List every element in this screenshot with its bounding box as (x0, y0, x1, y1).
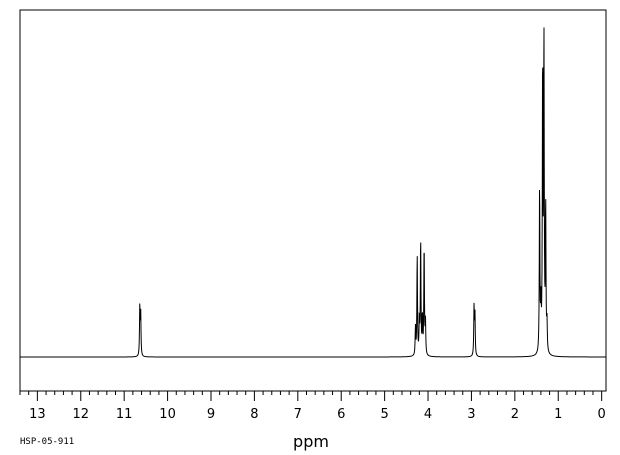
spectrum-id-label: HSP-05-911 (20, 437, 74, 447)
x-tick-label: 10 (159, 407, 176, 422)
x-tick-label: 1 (554, 407, 562, 422)
x-tick-label: 8 (250, 407, 258, 422)
plot-frame (19, 9, 607, 392)
x-tick-label: 6 (337, 407, 345, 422)
x-tick-label: 13 (29, 407, 46, 422)
x-tick-label: 12 (72, 407, 89, 422)
x-tick-label: 11 (116, 407, 133, 422)
x-tick-label: 5 (380, 407, 388, 422)
x-axis-label: ppm (293, 432, 329, 451)
x-tick-label: 4 (424, 407, 432, 422)
x-tick-label: 9 (207, 407, 215, 422)
x-tick-label: 2 (511, 407, 519, 422)
x-tick-label: 3 (467, 407, 475, 422)
spectrum-trace (20, 27, 606, 358)
x-tick-label: 7 (294, 407, 302, 422)
x-tick-label: 0 (598, 407, 606, 422)
x-axis: 13 12 11 10 9 8 7 6 5 4 3 2 1 0 (19, 391, 606, 422)
